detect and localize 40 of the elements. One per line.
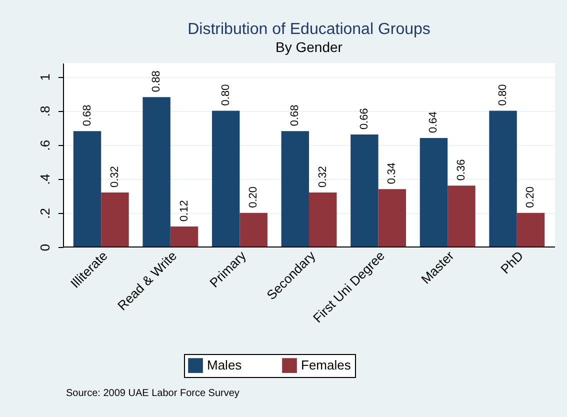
data-label: 0.64 (428, 112, 440, 133)
y-tick-label: .6 (38, 140, 52, 151)
data-label: 0.20 (524, 186, 537, 208)
bar (420, 138, 448, 247)
data-label: 0.80 (497, 84, 510, 106)
y-tick-label: .8 (38, 106, 52, 117)
bar (516, 212, 545, 247)
data-label: 0.32 (316, 166, 329, 188)
legend-label: Males (207, 358, 242, 373)
data-label: 0.20 (248, 186, 260, 208)
y-tick-label: 0 (38, 244, 52, 252)
bar (101, 192, 129, 247)
bar (448, 186, 476, 247)
chart-title: Distribution of Educational Groups (188, 21, 430, 38)
bar (170, 226, 198, 247)
legend-label: Females (301, 358, 352, 373)
data-label: 0.80 (220, 84, 232, 106)
data-label: 0.36 (455, 159, 468, 181)
y-tick-label: 1 (38, 74, 52, 81)
chart-subtitle: By Gender (276, 39, 343, 55)
bar (73, 131, 102, 247)
data-label: 0.68 (81, 104, 94, 126)
data-label: 0.34 (386, 162, 398, 184)
y-tick-label: .2 (38, 208, 52, 219)
bar (212, 110, 240, 247)
source-note: Source: 2009 UAE Labor Force Survey (66, 388, 240, 399)
data-label: 0.12 (178, 200, 190, 222)
data-label: 0.88 (150, 70, 163, 92)
x-tick-label: PhD (498, 248, 526, 277)
data-label: 0.66 (358, 108, 370, 130)
data-label: 0.68 (289, 104, 302, 126)
bar (309, 192, 337, 247)
y-tick-label: .4 (38, 174, 52, 185)
data-label: 0.32 (108, 166, 121, 188)
bar (350, 134, 378, 247)
bar (281, 131, 309, 247)
bar (489, 110, 517, 247)
bar (142, 97, 170, 247)
bar (240, 212, 268, 247)
bar (378, 189, 406, 247)
